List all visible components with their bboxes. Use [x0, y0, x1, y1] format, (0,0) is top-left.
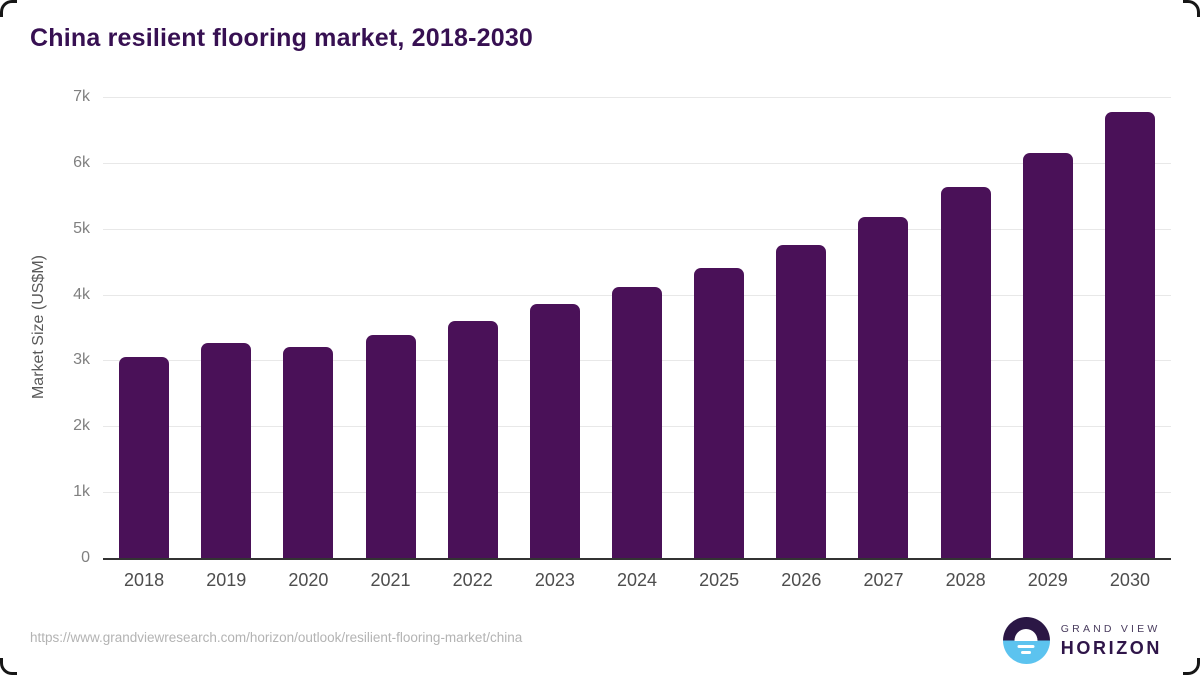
x-tick-label: 2018: [124, 570, 165, 590]
y-tick-label: 4k: [73, 285, 90, 303]
bar-2027: [858, 216, 909, 558]
bar-band: [1007, 97, 1089, 558]
x-tick-label: 2026: [781, 570, 822, 590]
horizon-sun-icon: [1002, 617, 1050, 664]
gridline: [103, 228, 1171, 230]
bar-2028: [940, 187, 991, 558]
logo-brand-line: GRAND VIEW: [1060, 623, 1161, 636]
bar-2024: [612, 286, 663, 558]
x-tick-label: 2020: [288, 570, 329, 590]
logo-product-line: HORIZON: [1060, 637, 1162, 658]
bar-band: [760, 97, 842, 558]
bar-band: [842, 97, 924, 558]
sun-reflection-line: [1021, 650, 1032, 654]
y-tick-label: 3k: [73, 351, 90, 369]
y-tick-label: 6k: [73, 153, 90, 171]
y-tick-label: 2k: [73, 417, 90, 435]
bar-band: [185, 97, 267, 558]
bar-2029: [1022, 152, 1073, 558]
bar-2021: [365, 334, 416, 558]
x-tick-label: 2030: [1109, 570, 1150, 590]
bar-2023: [529, 304, 580, 558]
bar-2018: [119, 357, 170, 558]
x-tick-label: 2027: [863, 570, 904, 590]
x-tick-label: 2029: [1027, 570, 1068, 590]
bar-band: [925, 97, 1007, 558]
bar-band: [514, 97, 596, 558]
gridline: [103, 97, 1171, 98]
bar-band: [349, 97, 431, 558]
bar-band: [267, 97, 349, 558]
grand-view-horizon-logo: GRAND VIEW HORIZON: [1002, 617, 1162, 664]
x-tick-label: 2021: [370, 570, 411, 590]
logo-text: GRAND VIEW HORIZON: [1061, 624, 1162, 657]
bar-2022: [447, 320, 498, 558]
bar-band: [432, 97, 514, 558]
x-tick-label: 2023: [534, 570, 575, 590]
y-tick-label: 5k: [73, 219, 90, 237]
bar-2025: [694, 267, 745, 558]
bar-band: [103, 97, 185, 558]
x-tick-label: 2028: [945, 570, 986, 590]
x-axis-tick-labels: 2018 2019 2020 2021 2022 2023 2024 2025 2026 2027…: [103, 570, 1171, 591]
sun-shape: [1014, 629, 1038, 641]
source-url: https://www.grandviewresearch.com/horizo…: [30, 630, 523, 645]
gridline: [103, 162, 1171, 164]
y-tick-label: 1k: [73, 483, 90, 501]
bar-2020: [283, 346, 334, 558]
bar-band: [678, 97, 760, 558]
sun-reflection-line: [1017, 644, 1035, 648]
bar-2019: [201, 342, 252, 558]
x-tick-label: 2025: [699, 570, 740, 590]
frame-corner-bottom-left: [0, 658, 17, 675]
bar-band: [1089, 97, 1171, 558]
bar-band: [596, 97, 678, 558]
frame-corner-top-right: [1183, 0, 1200, 17]
y-axis-tick-labels: 0 1k 2k 3k 4k 5k 6k 7k: [28, 88, 90, 566]
plot-area: [103, 97, 1171, 560]
x-tick-label: 2024: [616, 570, 658, 590]
x-tick-label: 2019: [206, 570, 247, 590]
bar-2026: [776, 244, 827, 558]
bar-2030: [1104, 111, 1155, 558]
y-tick-label: 7k: [73, 88, 90, 105]
y-tick-label: 0: [81, 549, 90, 566]
x-tick-label: 2022: [452, 570, 493, 590]
bar-series: [103, 97, 1171, 558]
page-title: China resilient flooring market, 2018-20…: [30, 24, 534, 52]
frame-corner-top-left: [0, 0, 17, 17]
frame-corner-bottom-right: [1183, 658, 1200, 675]
